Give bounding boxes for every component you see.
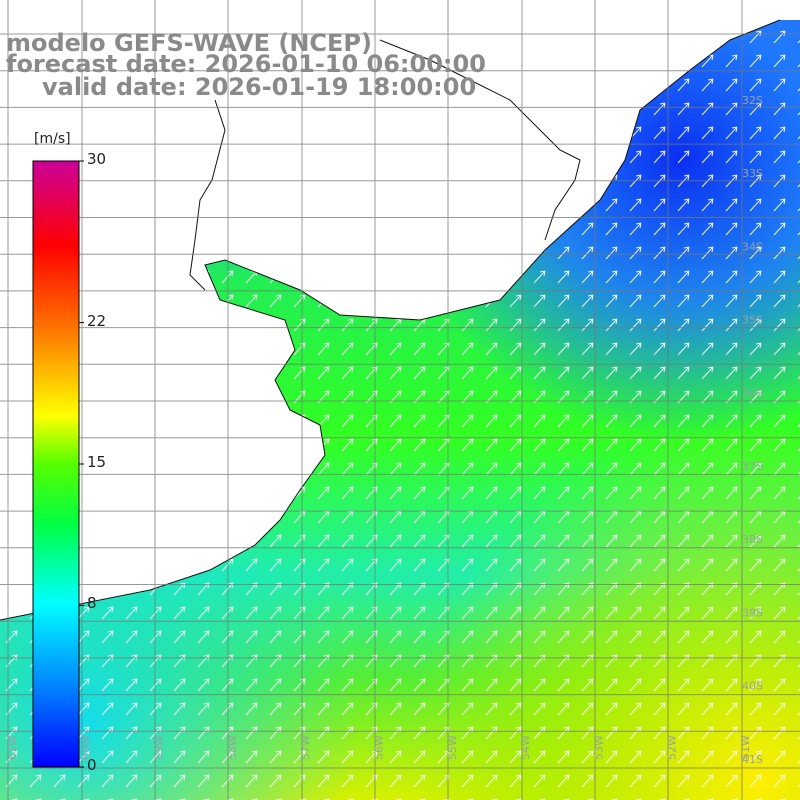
title-forecast-date: forecast date: 2026-01-10 06:00:00 [6,50,486,78]
colorbar-tick-label: 15 [87,453,107,471]
latitude-label: 39S [742,606,763,619]
title-model: modelo GEFS-WAVE (NCEP) [6,29,372,57]
colorbar-unit: [m/s] [34,131,71,147]
latitude-label: 32S [742,94,763,107]
latitude-label: 38S [742,533,763,546]
longitude-label: 57W [299,735,312,760]
colorbar-ticks [79,160,84,768]
latitude-labels: 32S 33S 34S 35S 36S 37S 38S 39S 40S 41S [742,94,763,766]
longitude-label: 55W [446,735,459,760]
colorbar [32,160,80,768]
river-border [189,99,226,291]
latitude-label: 33S [742,167,763,180]
country-border [379,39,581,241]
colorbar-tick-label: 0 [87,756,97,774]
latitude-label: 36S [742,387,763,400]
longitude-label: 52W [666,735,679,760]
colorbar-tick-label: 8 [87,594,97,613]
latitude-label: 37S [742,460,763,473]
longitude-labels: 61W 60W 59W 58W 57W 56W 55W 54W 53W 52W 51W [6,735,752,760]
longitude-label: 60W [79,735,92,760]
longitude-label: 56W [373,735,386,760]
longitude-label: 59W [153,735,166,760]
longitude-label: 53W [592,735,605,760]
coastline [0,19,781,621]
latitude-label: 41S [742,753,763,766]
title-valid-date: valid date: 2026-01-19 18:00:00 [42,73,477,101]
latitude-label: 35S [742,314,763,327]
colorbar-tick-label: 30 [87,150,107,168]
longitude-label: 54W [519,735,532,760]
latitude-label: 40S [742,680,763,693]
longitude-label: 61W [6,735,19,760]
latitude-label: 34S [742,240,763,253]
longitude-label: 58W [226,735,239,760]
longitude-label: 51W [739,735,752,760]
colorbar-tick-label: 22 [87,311,107,330]
